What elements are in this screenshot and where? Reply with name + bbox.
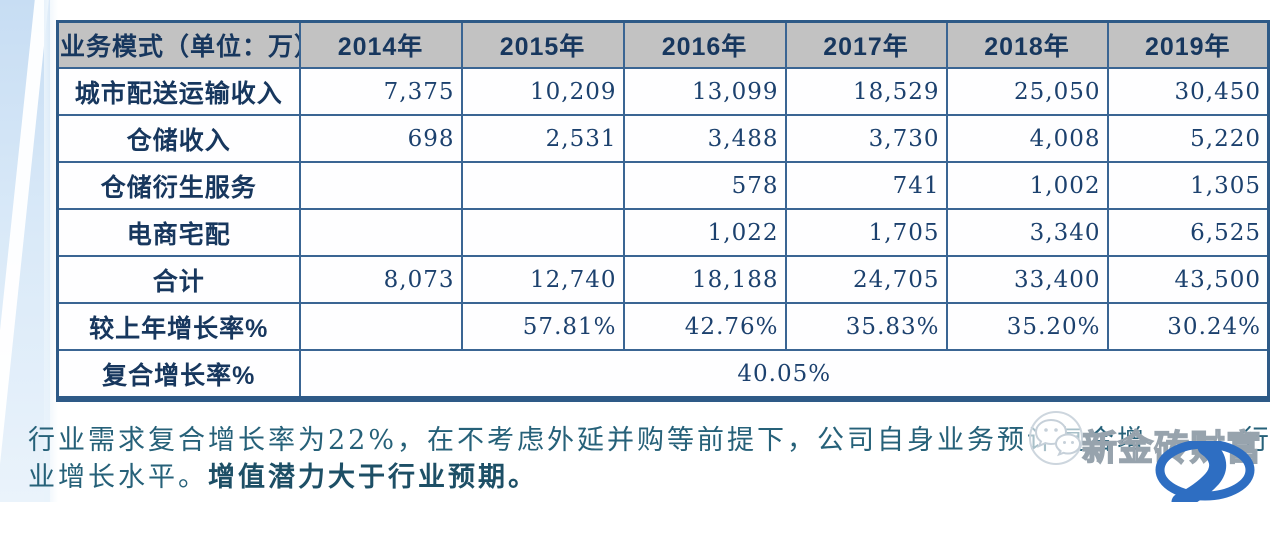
table-cell: 18,529	[784, 67, 948, 116]
table-row-city-delivery: 城市配送运输收入 7,375 10,209 13,099 18,529 25,0…	[56, 67, 1270, 116]
table-row-warehouse-income: 仓储收入 698 2,531 3,488 3,730 4,008 5,220	[56, 114, 1270, 163]
col-header-2019: 2019年	[1106, 20, 1270, 69]
table-cell: 3,340	[945, 208, 1109, 257]
note-paragraph: 行业需求复合增长率为22%，在不考虑外延并购等前提下，公司自身业务预计复合增 行…	[28, 422, 1272, 496]
table-cell: 698	[298, 114, 463, 163]
table-cell: 2,531	[460, 114, 625, 163]
note-line1-text: 行业需求复合增长率为22%，在不考虑外延并购等前提下，公司自身业务预计复合增	[28, 425, 1148, 456]
table-cell: 13,099	[622, 67, 787, 116]
left-band-fade	[44, 0, 58, 502]
table-header-row: 业务模式（单位：万） 2014年 2015年 2016年 2017年 2018年…	[56, 20, 1270, 69]
table-cell: 57.81%	[460, 302, 625, 351]
col-header-2016: 2016年	[622, 20, 787, 69]
wechat-logo-icon	[1026, 410, 1092, 473]
table-cell	[460, 208, 625, 257]
row-label: 较上年增长率%	[56, 302, 301, 351]
table-cell: 4,008	[945, 114, 1109, 163]
note-line1-end: 行	[1242, 425, 1272, 456]
row-label: 合计	[56, 255, 301, 304]
table-cell: 35.83%	[784, 302, 948, 351]
note-line-2: 业增长水平。增值潜力大于行业预期。	[28, 459, 1272, 496]
note-line2-bold: 增值潜力大于行业预期。	[208, 462, 538, 492]
table-cell: 5,220	[1106, 114, 1270, 163]
table-cell: 10,209	[460, 67, 625, 116]
table-cell: 7,375	[298, 67, 463, 116]
table-cell: 25,050	[945, 67, 1109, 116]
row-label: 复合增长率%	[56, 349, 301, 400]
table-cell: 30,450	[1106, 67, 1270, 116]
table-cell	[298, 302, 463, 351]
col-header-2014: 2014年	[298, 20, 463, 69]
business-model-table: 业务模式（单位：万） 2014年 2015年 2016年 2017年 2018年…	[56, 20, 1270, 402]
table-cell: 1,705	[784, 208, 948, 257]
table-cell	[298, 161, 463, 210]
table-cell: 1,022	[622, 208, 787, 257]
table-row-yoy-growth: 较上年增长率% 57.81% 42.76% 35.83% 35.20% 30.2…	[56, 302, 1270, 351]
table-cell: 12,740	[460, 255, 625, 304]
table-cell: 33,400	[945, 255, 1109, 304]
table-cell: 3,730	[784, 114, 948, 163]
table-row-cagr: 复合增长率% 40.05%	[56, 349, 1270, 400]
note-line-1: 行业需求复合增长率为22%，在不考虑外延并购等前提下，公司自身业务预计复合增 行	[28, 422, 1272, 459]
note-line2-text: 业增长水平。	[28, 462, 208, 493]
table-cell	[298, 208, 463, 257]
table-cell: 1,305	[1106, 161, 1270, 210]
table-row-ecommerce-home-delivery: 电商宅配 1,022 1,705 3,340 6,525	[56, 208, 1270, 257]
table-cell	[460, 161, 625, 210]
row-label: 仓储衍生服务	[56, 161, 301, 210]
col-header-2015: 2015年	[460, 20, 625, 69]
table-cell: 741	[784, 161, 948, 210]
table-cell: 6,525	[1106, 208, 1270, 257]
table-cell: 35.20%	[945, 302, 1109, 351]
row-label: 电商宅配	[56, 208, 301, 257]
table-row-warehouse-derivative: 仓储衍生服务 578 741 1,002 1,305	[56, 161, 1270, 210]
table-cell: 24,705	[784, 255, 948, 304]
slide-page: { "table": { "header": ["业务模式（单位：万）", "2…	[0, 0, 1272, 511]
table-cell: 30.24%	[1106, 302, 1270, 351]
col-header-2017: 2017年	[784, 20, 948, 69]
table-cell: 42.76%	[622, 302, 787, 351]
col-header-business-mode: 业务模式（单位：万）	[56, 20, 301, 69]
table-cell: 8,073	[298, 255, 463, 304]
table-row-total: 合计 8,073 12,740 18,188 24,705 33,400 43,…	[56, 255, 1270, 304]
col-header-2018: 2018年	[945, 20, 1109, 69]
row-label: 仓储收入	[56, 114, 301, 163]
q-logo-icon	[1148, 438, 1268, 511]
table-cell: 578	[622, 161, 787, 210]
table-cell: 43,500	[1106, 255, 1270, 304]
table-cell: 1,002	[945, 161, 1109, 210]
cagr-merged-cell: 40.05%	[298, 349, 1270, 400]
row-label: 城市配送运输收入	[56, 67, 301, 116]
table-cell: 18,188	[622, 255, 787, 304]
table-cell: 3,488	[622, 114, 787, 163]
